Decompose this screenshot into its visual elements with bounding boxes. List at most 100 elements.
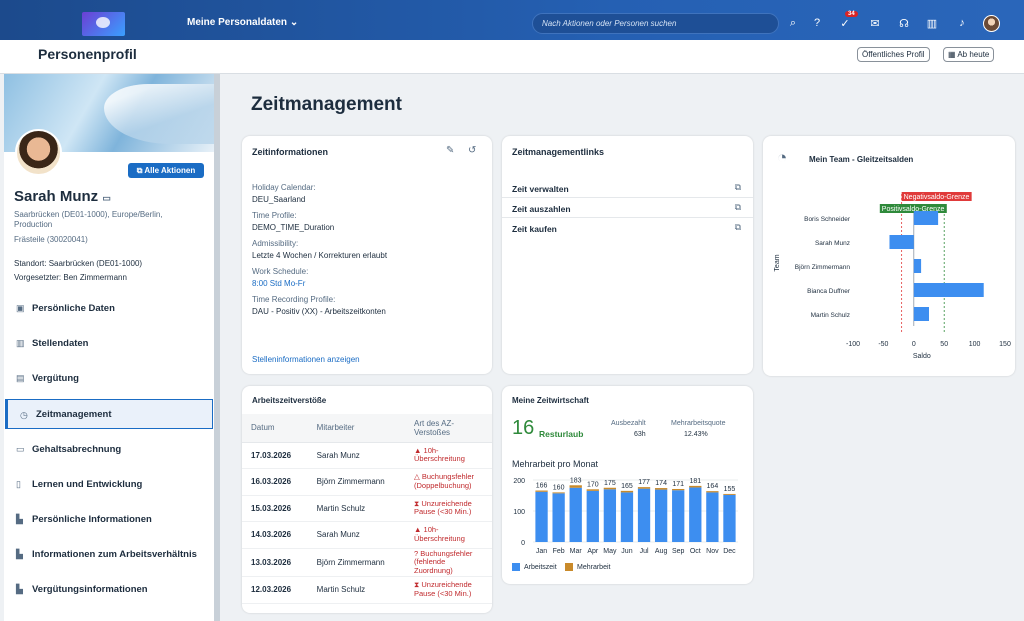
job-info-link[interactable]: Stelleninformationen anzeigen (252, 355, 360, 364)
location-line2: Production (14, 220, 53, 229)
profile-name-text: Sarah Munz (14, 188, 99, 205)
nav-learning[interactable]: ▯ Lernen und Entwicklung (4, 469, 214, 500)
overtime-bar (620, 490, 634, 493)
nav-employment-info[interactable]: ▙ Informationen zum Arbeitsverhältnis (4, 539, 214, 570)
nav-payroll[interactable]: ▭ Gehaltsabrechnung (4, 434, 214, 465)
bell-icon[interactable]: ♪ (959, 17, 965, 29)
col-date[interactable]: Datum (242, 414, 308, 443)
profile-sidebar: ⧉ Alle Aktionen Sarah Munz ▭ Saarbrücken… (4, 74, 214, 621)
open-link-icon: ⧉ (734, 182, 741, 192)
table-row[interactable]: 17.03.2026 Sarah Munz ▲ 10h-Überschreitung (242, 442, 492, 469)
document-icon: ▤ (16, 373, 25, 383)
x-tick-label: -100 (846, 341, 860, 348)
row-type: ? Buchungsfehler (fehlende Zuordnung) (405, 548, 492, 577)
col-type[interactable]: Art des AZ-Verstoßes (405, 414, 492, 443)
legend-work[interactable]: Arbeitszeit (512, 563, 557, 571)
headset-icon[interactable]: ☊ (899, 18, 909, 30)
nav-label: Vergütung (32, 373, 79, 384)
row-type-text: Buchungsfehler (fehlende Zuordnung) (414, 548, 473, 575)
warning-icon: ▲ (414, 445, 422, 455)
link-manage-time[interactable]: Zeit verwalten ⧉ (502, 178, 753, 198)
total-label: 174 (655, 480, 667, 487)
from-today-button[interactable]: ▦ Ab heute (943, 47, 995, 62)
team-bar (889, 235, 914, 249)
profile-location: Saarbrücken (DE01-1000), Europe/Berlin, P… (14, 210, 163, 230)
remaining-vacation-value: 16 (512, 417, 535, 439)
monthly-chart-title: Mehrarbeit pro Monat (512, 459, 599, 469)
month-label: Jan (536, 548, 547, 555)
table-row[interactable]: 14.03.2026 Sarah Munz ▲ 10h-Überschreitung (242, 521, 492, 549)
nav-personal-info[interactable]: ▙ Persönliche Informationen (4, 504, 214, 535)
nav-compensation-info[interactable]: ▙ Vergütungsinformationen (4, 574, 214, 605)
chat-icon[interactable]: ✉ (870, 18, 880, 30)
search-icon[interactable]: ⌕ (789, 17, 797, 29)
x-tick-label: 0 (912, 341, 916, 348)
overtime-bar (637, 487, 651, 489)
all-actions-label: Alle Aktionen (144, 166, 196, 175)
overtime-bar (603, 487, 617, 490)
search-input[interactable]: Nach Aktionen oder Personen suchen (532, 13, 779, 34)
table-row[interactable]: 15.03.2026 Martin Schulz ⧗ Unzureichende P… (242, 495, 492, 522)
page-header (0, 40, 1024, 74)
user-avatar[interactable] (983, 15, 1000, 32)
x-axis-label: Saldo (913, 353, 931, 360)
legend-swatch (565, 563, 573, 571)
total-label: 155 (724, 486, 736, 493)
work-schedule-link[interactable]: 8:00 Std Mo-Fr (252, 279, 306, 288)
question-icon: ? (414, 548, 419, 558)
nav-time-management[interactable]: ◷ Zeitmanagement (5, 399, 213, 429)
edit-icon[interactable]: ✎ (446, 145, 455, 156)
violations-title: Arbeitszeitverstöße (252, 396, 327, 405)
row-date: 14.03.2026 (242, 521, 308, 549)
row-type-text: 10h-Überschreitung (414, 445, 465, 464)
time-info-card: Zeitinformationen ✎ ↺ Holiday Calendar: … (242, 136, 492, 374)
company-logo[interactable] (82, 12, 125, 36)
calendar-icon: ▦ (948, 50, 956, 59)
total-label: 170 (587, 481, 599, 488)
nav-personal-data[interactable]: ▣ Persönliche Daten (4, 293, 214, 324)
profile-photo[interactable] (15, 129, 62, 176)
row-date: 13.03.2026 (242, 548, 308, 577)
nav-job-data[interactable]: ▥ Stellendaten (4, 328, 214, 359)
id-card-icon[interactable]: ▭ (102, 193, 111, 203)
hourglass-icon: ⧗ (414, 498, 420, 508)
work-bar (586, 490, 599, 542)
work-bar (603, 489, 617, 542)
category-label: Bianca Duffner (807, 288, 851, 295)
task-check-icon[interactable]: ✓ (840, 18, 850, 30)
row-employee: Martin Schulz (307, 576, 405, 604)
table-row[interactable]: 13.03.2026 Björn Zimmermann? Buchungsfehl… (242, 548, 492, 577)
nav-label: Stellendaten (32, 338, 89, 349)
legend-overtime[interactable]: Mehrarbeit (565, 563, 610, 571)
nav-label: Vergütungsinformationen (32, 584, 148, 595)
team-balance-chart: Negativsaldo-Grenze Positivsaldo-Grenze Bo… (774, 192, 1011, 360)
table-row[interactable]: 12.03.2026 Martin Schulz ⧗ Unzureichende P… (242, 576, 492, 604)
table-row[interactable]: 16.03.2026 Björn Zimmermann △ Buchungsfehl… (242, 468, 492, 496)
all-actions-button[interactable]: ⧉ Alle Aktionen (128, 163, 204, 178)
overtime-bar (672, 488, 685, 491)
public-profile-button[interactable]: Öffentliches Profil (857, 47, 930, 62)
history-icon[interactable]: ↺ (468, 145, 477, 156)
work-bar (637, 488, 651, 542)
row-date: 15.03.2026 (242, 495, 308, 522)
work-bar (552, 493, 565, 542)
link-payout-time[interactable]: Zeit auszahlen ⧉ (502, 198, 753, 218)
building-icon: ▙ (16, 514, 23, 524)
overtime-bar (654, 488, 668, 490)
link-buy-time[interactable]: Zeit kaufen ⧉ (502, 218, 753, 238)
row-type-text: 10h-Überschreitung (414, 525, 465, 543)
shell-title-menu[interactable]: Meine Personaldaten ⌄ (187, 17, 298, 28)
sidebar-scrollbar[interactable] (214, 74, 220, 621)
month-label: Apr (587, 548, 599, 555)
help-icon[interactable]: ? (813, 17, 821, 29)
x-tick-label: 150 (999, 341, 1011, 348)
field-label: Admissibility: (252, 239, 299, 248)
category-label: Martin Schulz (811, 312, 850, 319)
economy-title: Meine Zeitwirtschaft (512, 396, 589, 405)
nav-compensation[interactable]: ▤ Vergütung (4, 363, 214, 394)
open-link-icon: ⧉ (734, 202, 741, 212)
remaining-vacation-label: Resturlaub (539, 429, 584, 439)
col-employee[interactable]: Mitarbeiter (307, 414, 405, 443)
book-icon[interactable]: ▥ (926, 18, 938, 30)
nav-label: Zeitmanagement (36, 408, 112, 420)
